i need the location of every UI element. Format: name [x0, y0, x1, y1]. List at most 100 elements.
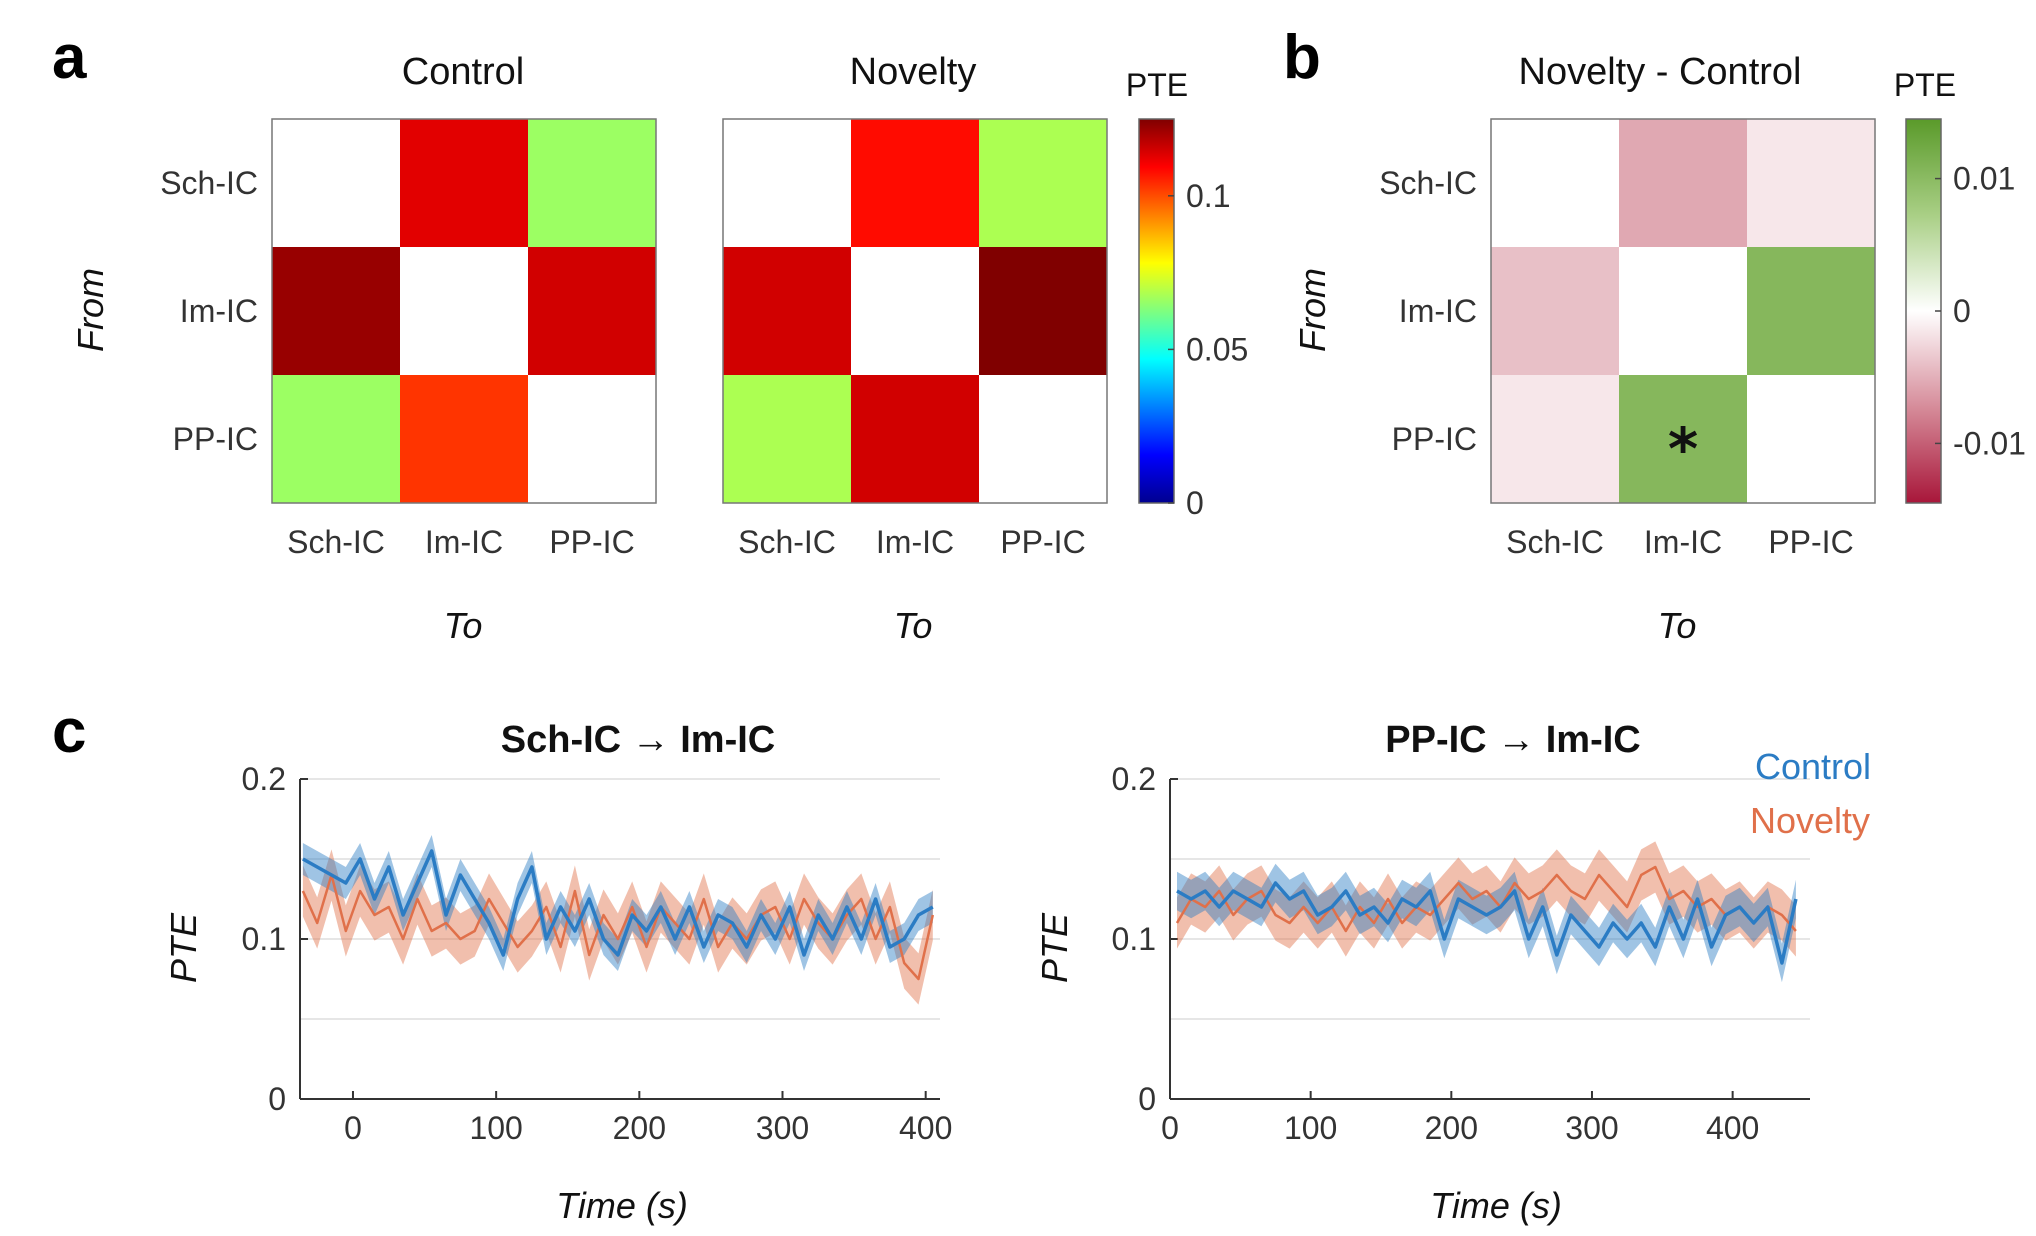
x-tick-label: 100 [1284, 1110, 1337, 1146]
novelty-xlabel: To [894, 605, 933, 646]
heatmap-cell-im-ic-to-pp-ic [528, 247, 656, 375]
heatmap-cell-pp-ic-to-pp-ic [979, 375, 1107, 503]
heatmap-col-label: PP-IC [549, 524, 634, 560]
panel-letter-a: a [52, 23, 87, 92]
x-tick-label: 100 [469, 1110, 522, 1146]
heatmap-cell-sch-ic-to-im-ic [1619, 119, 1747, 247]
heatmap-cell-im-ic-to-pp-ic [1747, 247, 1875, 375]
heatmap-col-label: Sch-IC [1506, 524, 1604, 560]
panel-letter-b: b [1283, 23, 1321, 92]
colorbar-tick-label: -0.01 [1953, 425, 2026, 461]
heatmap-col-label: Im-IC [876, 524, 954, 560]
sch-to-im-ylabel: PTE [163, 912, 204, 983]
colorbar-jet [1138, 118, 1175, 504]
heatmap-row-label: Sch-IC [1379, 165, 1477, 201]
heatmap-cell-pp-ic-to-im-ic [1619, 375, 1747, 503]
pp-to-im-title: PP-IC → Im-IC [1385, 719, 1640, 761]
x-tick-label: 0 [344, 1110, 362, 1146]
heatmap-cell-sch-ic-to-pp-ic [1747, 119, 1875, 247]
y-tick-label: 0.2 [242, 761, 286, 797]
pp-to-im-line-chart: 0 0.1 0.2 0 100 200 300 400 [1112, 761, 1810, 1146]
sch-to-im-xlabel: Time (s) [556, 1185, 688, 1226]
heatmap-cell-sch-ic-to-im-ic [400, 119, 528, 247]
heatmap-cell-sch-ic-to-im-ic [851, 119, 979, 247]
y-tick-label: 0.1 [1112, 921, 1156, 957]
y-tick-label: 0 [268, 1081, 286, 1117]
legend-control: Control [1755, 746, 1871, 787]
control-xlabel: To [444, 605, 483, 646]
control-heatmap: Sch-IC Im-IC PP-IC Sch-IC Im-IC PP-IC [160, 118, 657, 560]
heatmap-row-label: Sch-IC [160, 165, 258, 201]
legend-novelty: Novelty [1750, 800, 1870, 841]
y-tick-label: 0.1 [242, 921, 286, 957]
heatmap-cell-pp-ic-to-im-ic [851, 375, 979, 503]
heatmap-cell-sch-ic-to-sch-ic [272, 119, 400, 247]
heatmap-cell-im-ic-to-sch-ic [272, 247, 400, 375]
x-tick-label: 300 [756, 1110, 809, 1146]
colorbar-jet-ticks: 0 0.05 0.1 [1168, 178, 1248, 521]
heatmap-cell-im-ic-to-im-ic [1619, 247, 1747, 375]
heatmap-cell-im-ic-to-sch-ic [1491, 247, 1619, 375]
x-tick-label: 400 [899, 1110, 952, 1146]
series-line-control [1176, 881, 1798, 965]
colorbar-tick-label: 0.1 [1186, 178, 1230, 214]
novelty-heatmap-title: Novelty [850, 51, 977, 93]
heatmap-col-label: Sch-IC [287, 524, 385, 560]
heatmap-cell-pp-ic-to-pp-ic [1747, 375, 1875, 503]
series-line-novelty [1175, 865, 1797, 933]
heatmap-cell-im-ic-to-im-ic [851, 247, 979, 375]
difference-ylabel: From [1292, 268, 1333, 352]
difference-heatmap-title: Novelty - Control [1519, 51, 1802, 93]
heatmap-cell-sch-ic-to-sch-ic [1491, 119, 1619, 247]
y-tick-label: 0.2 [1112, 761, 1156, 797]
heatmap-frame [1490, 118, 1876, 504]
heatmap-cell-sch-ic-to-pp-ic [528, 119, 656, 247]
heatmap-col-label: PP-IC [1768, 524, 1853, 560]
panel-letter-c: c [52, 697, 86, 766]
colorbar-diverging-title: PTE [1894, 67, 1956, 103]
heatmap-cell-im-ic-to-pp-ic [979, 247, 1107, 375]
heatmap-cell-pp-ic-to-sch-ic [723, 375, 851, 503]
heatmap-cell-pp-ic-to-sch-ic [272, 375, 400, 503]
heatmap-cell-im-ic-to-sch-ic [723, 247, 851, 375]
colorbar-tick-label: 0.05 [1186, 331, 1248, 367]
heatmap-cell-im-ic-to-im-ic [400, 247, 528, 375]
heatmap-cell-sch-ic-to-pp-ic [979, 119, 1107, 247]
sch-to-im-line-chart: 0 0.1 0.2 0 100 200 300 400 [242, 761, 953, 1146]
colorbar-diverging-ticks: -0.01 0 0.01 [1935, 161, 2026, 461]
x-tick-label: 200 [1425, 1110, 1478, 1146]
colorbar-tick-label: 0 [1186, 485, 1204, 521]
heatmap-cell-pp-ic-to-im-ic [400, 375, 528, 503]
heatmap-col-label: Im-IC [1644, 524, 1722, 560]
series-band-novelty [302, 849, 933, 1005]
x-tick-label: 300 [1565, 1110, 1618, 1146]
heatmap-col-label: Sch-IC [738, 524, 836, 560]
control-ylabel: From [70, 268, 111, 352]
series-band-novelty [1177, 841, 1796, 957]
y-tick-label: 0 [1138, 1081, 1156, 1117]
difference-heatmap: Sch-IC Im-IC PP-IC Sch-IC Im-IC PP-IC * [1379, 118, 1876, 560]
heatmap-cell-sch-ic-to-sch-ic [723, 119, 851, 247]
control-heatmap-title: Control [402, 51, 525, 93]
novelty-heatmap: Sch-IC Im-IC PP-IC [722, 118, 1108, 560]
heatmap-row-label: Im-IC [1399, 293, 1477, 329]
heatmap-frame [271, 118, 657, 504]
colorbar-tick-label: 0 [1953, 293, 1971, 329]
significance-asterisk: * [1668, 415, 1698, 483]
x-tick-label: 400 [1706, 1110, 1759, 1146]
x-tick-label: 200 [613, 1110, 666, 1146]
heatmap-cell-pp-ic-to-sch-ic [1491, 375, 1619, 503]
x-tick-label: 0 [1161, 1110, 1179, 1146]
pp-to-im-ylabel: PTE [1034, 912, 1075, 983]
colorbar-tick-label: 0.01 [1953, 161, 2015, 197]
heatmap-row-label: Im-IC [180, 293, 258, 329]
series-band-control [1177, 863, 1796, 983]
sch-to-im-title: Sch-IC → Im-IC [501, 719, 775, 761]
heatmap-row-label: PP-IC [1392, 421, 1477, 457]
difference-xlabel: To [1658, 605, 1697, 646]
heatmap-row-label: PP-IC [173, 421, 258, 457]
heatmap-frame [722, 118, 1108, 504]
heatmap-cell-pp-ic-to-pp-ic [528, 375, 656, 503]
series-line-control [302, 849, 934, 957]
